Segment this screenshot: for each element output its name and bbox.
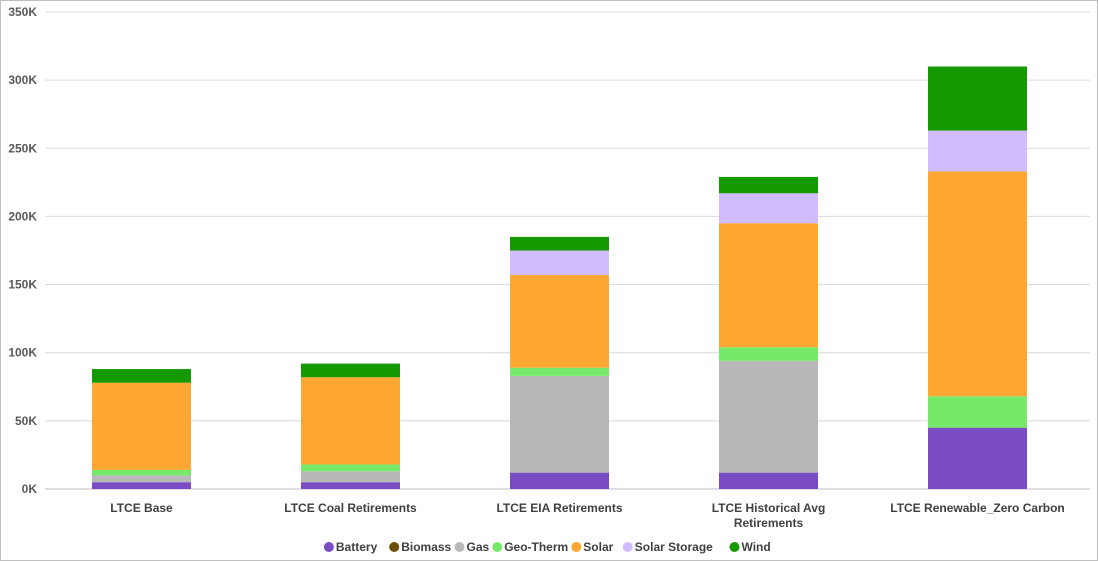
bar-segment-battery <box>510 472 609 489</box>
bar-segment-gas <box>301 471 400 483</box>
legend-label: Solar Storage <box>635 540 713 554</box>
legend-item: Geo-Therm <box>492 540 568 554</box>
bar-segment-solar <box>92 382 191 470</box>
bar-segment-geo-therm <box>301 464 400 472</box>
x-tick-label: Retirements <box>734 516 804 530</box>
legend-item: Wind <box>729 540 771 554</box>
x-tick-label: LTCE Base <box>110 501 173 515</box>
x-tick-label: LTCE Historical Avg <box>712 501 826 515</box>
y-axis: 0K 50K 100K 150K 200K 250K 300K 350K <box>8 5 37 496</box>
y-tick-label: 50K <box>15 414 37 428</box>
legend-marker <box>622 542 633 552</box>
bars <box>92 66 1027 489</box>
x-axis: LTCE Base LTCE Coal Retirements LTCE EIA R… <box>110 501 1064 530</box>
legend: Battery Biomass Gas Geo-Therm Solar Solar Sto… <box>323 540 771 554</box>
y-tick-label: 250K <box>8 141 37 155</box>
bar-segment-solar <box>719 223 818 348</box>
legend-marker <box>571 542 582 552</box>
bar-segment-geo-therm <box>719 347 818 361</box>
bar-segment-battery <box>92 482 191 489</box>
legend-marker <box>729 542 740 552</box>
y-tick-label: 0K <box>22 482 38 496</box>
legend-item: Biomass <box>389 540 452 554</box>
legend-item: Battery <box>323 540 378 554</box>
bar-segment-wind <box>301 363 400 378</box>
bar-segment-wind <box>92 369 191 383</box>
legend-label: Solar <box>583 540 613 554</box>
bar-segment-gas <box>92 475 191 483</box>
legend-item: Solar Storage <box>622 540 713 554</box>
y-tick-label: 350K <box>8 5 37 19</box>
legend-item: Gas <box>454 540 490 554</box>
legend-marker <box>389 542 400 552</box>
bar-segment-battery <box>301 482 400 489</box>
bar-segment-solar <box>928 171 1027 397</box>
y-tick-label: 150K <box>8 278 37 292</box>
legend-label: Geo-Therm <box>504 540 568 554</box>
bar-segment-solar-storage <box>510 250 609 276</box>
bar-segment-solar <box>510 275 609 368</box>
gridlines <box>45 11 1090 490</box>
bar-segment-solar <box>301 377 400 465</box>
bar-segment-wind <box>719 176 818 194</box>
legend-label: Battery <box>336 540 378 554</box>
bar-segment-geo-therm <box>510 367 609 376</box>
bar-segment-solar-storage <box>719 193 818 224</box>
legend-label: Gas <box>467 540 490 554</box>
bar-segment-solar-storage <box>928 130 1027 172</box>
bar-segment-battery <box>719 472 818 489</box>
y-tick-label: 200K <box>8 209 37 223</box>
legend-item: Solar <box>571 540 614 554</box>
bar-segment-geo-therm <box>92 469 191 476</box>
legend-marker <box>492 542 503 552</box>
x-tick-label: LTCE EIA Retirements <box>496 501 622 515</box>
bar-segment-gas <box>719 360 818 473</box>
y-tick-label: 300K <box>8 73 37 87</box>
bar-segment-gas <box>510 375 609 473</box>
bar-segment-battery <box>928 427 1027 489</box>
legend-label: Biomass <box>401 540 451 554</box>
x-tick-label: LTCE Renewable_Zero Carbon <box>890 501 1064 515</box>
bar-segment-wind <box>928 66 1027 131</box>
legend-marker <box>454 542 465 552</box>
legend-label: Wind <box>742 540 771 554</box>
bar-segment-geo-therm <box>928 396 1027 428</box>
y-tick-label: 100K <box>8 346 37 360</box>
x-tick-label: LTCE Coal Retirements <box>284 501 417 515</box>
bar-segment-wind <box>510 236 609 251</box>
legend-marker <box>323 542 334 552</box>
